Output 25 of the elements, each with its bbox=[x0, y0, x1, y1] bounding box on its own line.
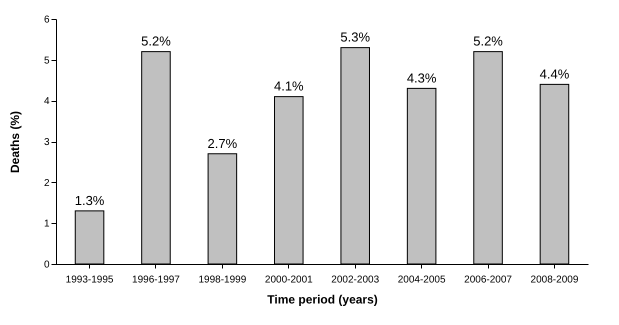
data-label: 5.3% bbox=[340, 30, 370, 45]
x-tick-label: 2004-2005 bbox=[398, 274, 446, 286]
x-tick-label: 1996-1997 bbox=[132, 274, 180, 286]
y-tick-label: 0 bbox=[44, 260, 50, 270]
data-label: 4.4% bbox=[540, 66, 570, 82]
x-tick-label: 2006-2007 bbox=[464, 274, 512, 286]
data-label: 5.2% bbox=[141, 34, 172, 49]
x-axis-title: Time period (years) bbox=[267, 292, 378, 306]
y-tick-label: 5 bbox=[44, 55, 50, 66]
data-label: 4.1% bbox=[274, 78, 304, 94]
x-tick-label: 2000-2001 bbox=[264, 274, 314, 286]
data-label: 4.3% bbox=[406, 70, 437, 86]
data-label: 2.7% bbox=[208, 136, 238, 151]
y-tick-label: 6 bbox=[44, 14, 50, 26]
y-tick-label: 1 bbox=[44, 218, 50, 230]
data-label: 5.2% bbox=[473, 34, 504, 49]
x-tick-label: 2008-2009 bbox=[530, 274, 579, 286]
y-tick-label: 3 bbox=[44, 137, 50, 148]
y-tick-label: 4 bbox=[44, 96, 50, 108]
y-axis-title: Deaths (%) bbox=[8, 110, 22, 174]
y-tick-label: 2 bbox=[44, 178, 50, 189]
x-tick-label: 2002-2003 bbox=[331, 274, 380, 286]
data-label: 1.3% bbox=[74, 192, 105, 208]
x-tick-label: 1993-1995 bbox=[66, 274, 114, 286]
x-tick-label: 1998-1999 bbox=[198, 274, 247, 286]
